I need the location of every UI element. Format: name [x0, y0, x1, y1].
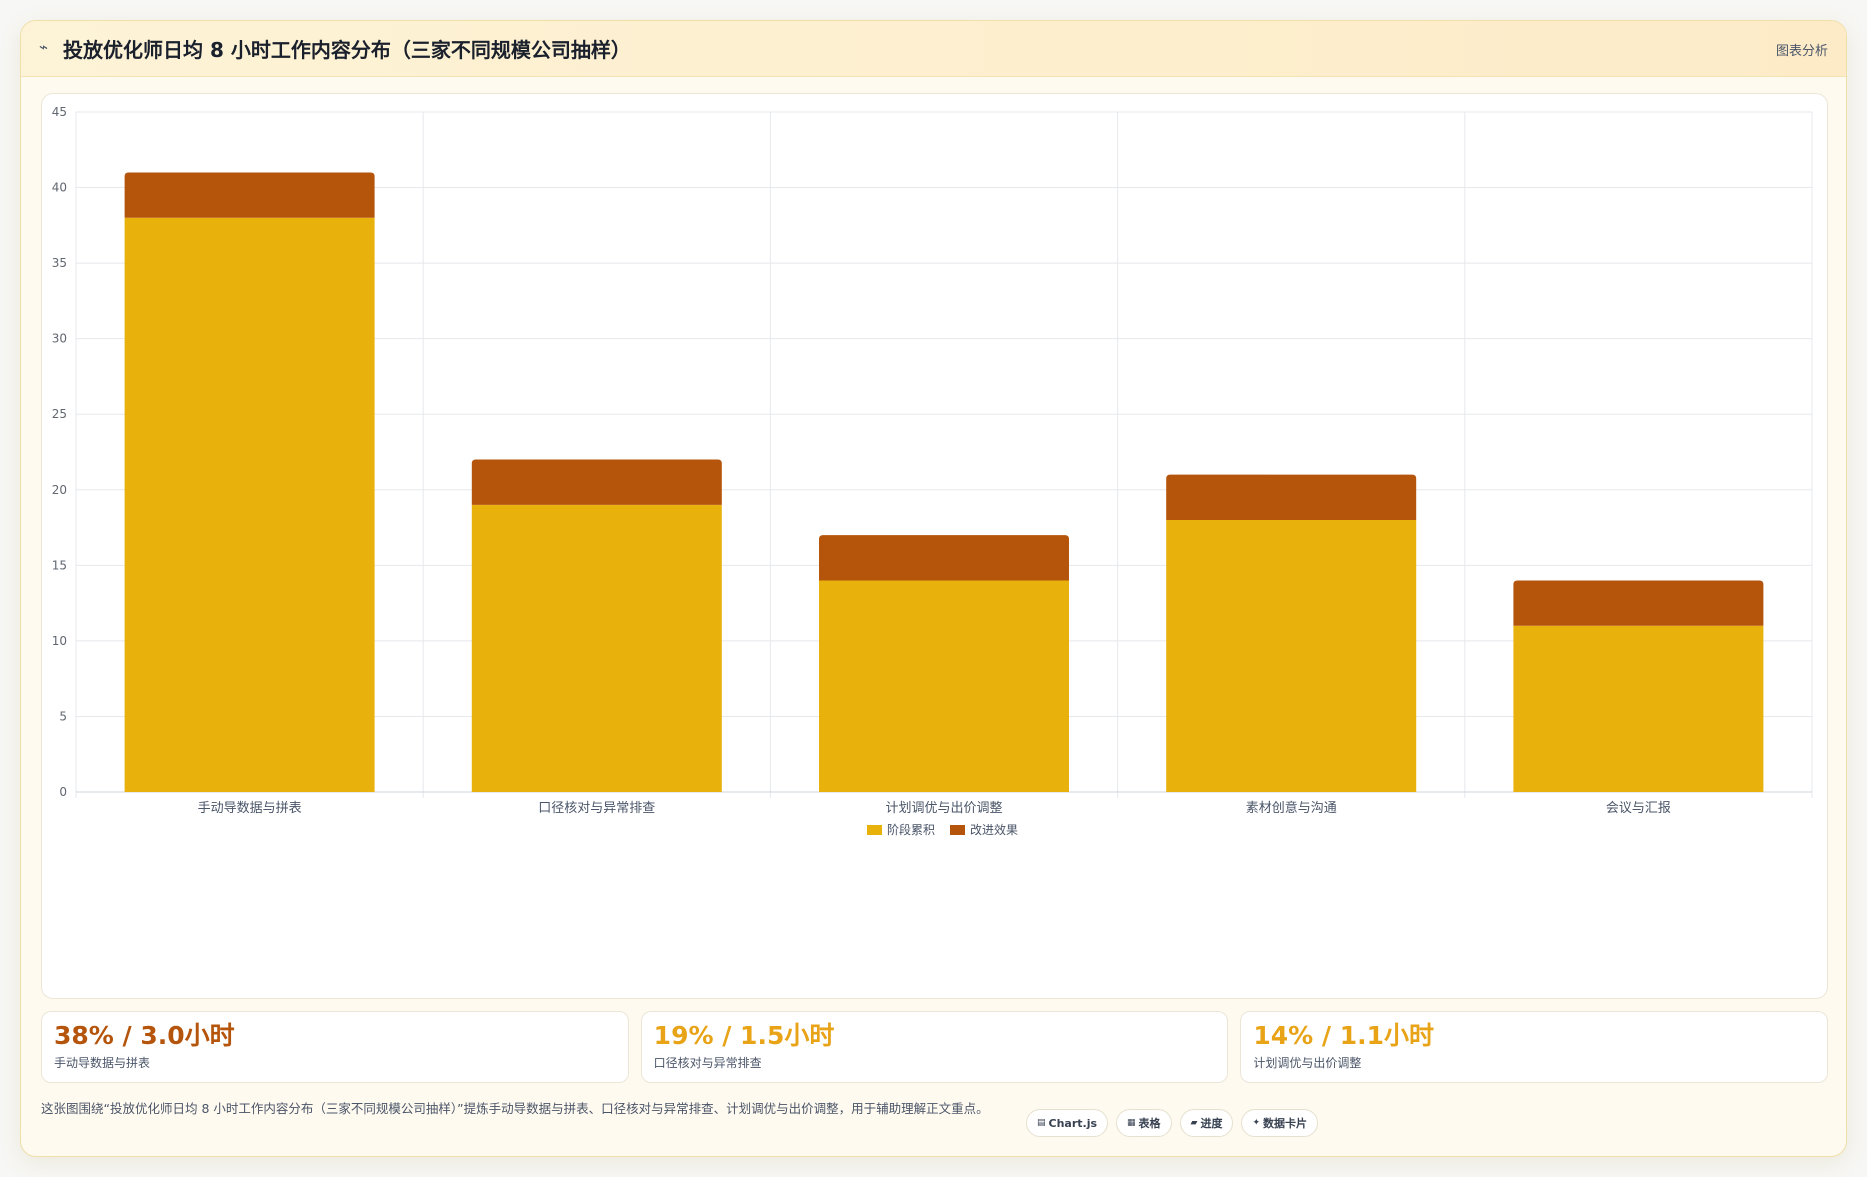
chip-data-card[interactable]: ✦ 数据卡片 [1241, 1109, 1318, 1137]
x-tick-label: 计划调优与出价调整 [885, 801, 1002, 816]
bar-segment [1166, 520, 1417, 792]
legend-swatch [950, 825, 965, 835]
chart-title: 投放优化师日均 8 小时工作内容分布（三家不同规模公司抽样） [63, 38, 631, 62]
stat-value: 38% / 3.0小时 [54, 1021, 235, 1050]
y-tick-label: 5 [59, 709, 67, 723]
stat-label: 手动导数据与拼表 [54, 1056, 151, 1070]
legend-label: 阶段累积 [887, 822, 935, 837]
bar-segment [1166, 474, 1417, 520]
y-tick-label: 15 [52, 558, 67, 572]
chip-label: 进度 [1200, 1117, 1223, 1130]
stacked-bar-chart: 0 5 10 15 20 25 30 35 40 45 手动导数据与拼表 口径核对与异常排查 计划调优与… [52, 105, 1813, 837]
stat-card-3: 14% / 1.1小时 计划调优与出价调整 [1240, 1011, 1829, 1083]
chart-card: ⌁ 投放优化师日均 8 小时工作内容分布（三家不同规模公司抽样） 图表分析 0 5… [20, 20, 1847, 1157]
legend-swatch [867, 825, 882, 835]
y-tick-label: 30 [52, 332, 67, 346]
stat-label: 口径核对与异常排查 [653, 1056, 762, 1070]
bar-segment [471, 504, 722, 792]
stat-label: 计划调优与出价调整 [1253, 1056, 1362, 1070]
y-tick-label: 40 [52, 181, 67, 195]
y-tick-label: 0 [59, 785, 67, 799]
chart-description: 这张图围绕“投放优化师日均 8 小时工作内容分布（三家不同规模公司抽样）”提炼手… [41, 1101, 989, 1116]
stat-cards: 38% / 3.0小时 手动导数据与拼表 19% / 1.5小时 口径核对与异常… [41, 1011, 1829, 1083]
tag-chips: ▤ Chart.js ▦ 表格 ▰ 进度 ✦ 数据卡片 [1025, 1109, 1318, 1137]
chart-analysis-link[interactable]: 图表分析 [1775, 44, 1828, 59]
chart-panel: 0 5 10 15 20 25 30 35 40 45 手动导数据与拼表 口径核对与异常排查 计划调优与… [41, 93, 1828, 999]
progress-icon: ▰ [1190, 1118, 1198, 1128]
y-tick-label: 35 [52, 256, 67, 270]
chart-icon: ▤ [1036, 1118, 1046, 1128]
bar-segment [819, 535, 1069, 581]
x-tick-label: 会议与汇报 [1606, 801, 1671, 816]
x-tick-label: 手动导数据与拼表 [198, 801, 302, 816]
y-tick-label: 25 [52, 407, 67, 421]
bar-segment [819, 580, 1069, 792]
chip-table[interactable]: ▦ 表格 [1116, 1109, 1172, 1137]
stat-card-1: 38% / 3.0小时 手动导数据与拼表 [41, 1011, 629, 1083]
bar-segment [1513, 625, 1764, 792]
bar-segment [471, 459, 722, 505]
bar-segment [1513, 580, 1764, 626]
card-header: ⌁ 投放优化师日均 8 小时工作内容分布（三家不同规模公司抽样） 图表分析 [21, 21, 1846, 77]
sparkle-icon: ✦ [1252, 1118, 1260, 1128]
card-footer: 这张图围绕“投放优化师日均 8 小时工作内容分布（三家不同规模公司抽样）”提炼手… [41, 1099, 1828, 1149]
y-tick-label: 45 [52, 105, 67, 119]
chip-label: 数据卡片 [1263, 1117, 1307, 1130]
y-tick-label: 10 [52, 634, 67, 648]
stat-value: 19% / 1.5小时 [653, 1021, 835, 1050]
chip-progress[interactable]: ▰ 进度 [1179, 1109, 1234, 1137]
trend-icon: ⌁ [39, 38, 49, 56]
legend-label: 改进效果 [970, 822, 1018, 837]
chip-label: 表格 [1138, 1117, 1161, 1130]
stat-value: 14% / 1.1小时 [1253, 1021, 1435, 1050]
x-tick-label: 口径核对与异常排查 [538, 801, 655, 816]
x-tick-label: 素材创意与沟通 [1246, 800, 1337, 816]
chip-chartjs[interactable]: ▤ Chart.js [1025, 1109, 1109, 1137]
table-icon: ▦ [1127, 1118, 1136, 1128]
y-tick-label: 20 [52, 483, 67, 497]
bar-segment [124, 172, 375, 218]
stat-card-2: 19% / 1.5小时 口径核对与异常排查 [640, 1011, 1229, 1083]
chip-label: Chart.js [1048, 1116, 1098, 1130]
bar-segment [124, 217, 375, 792]
